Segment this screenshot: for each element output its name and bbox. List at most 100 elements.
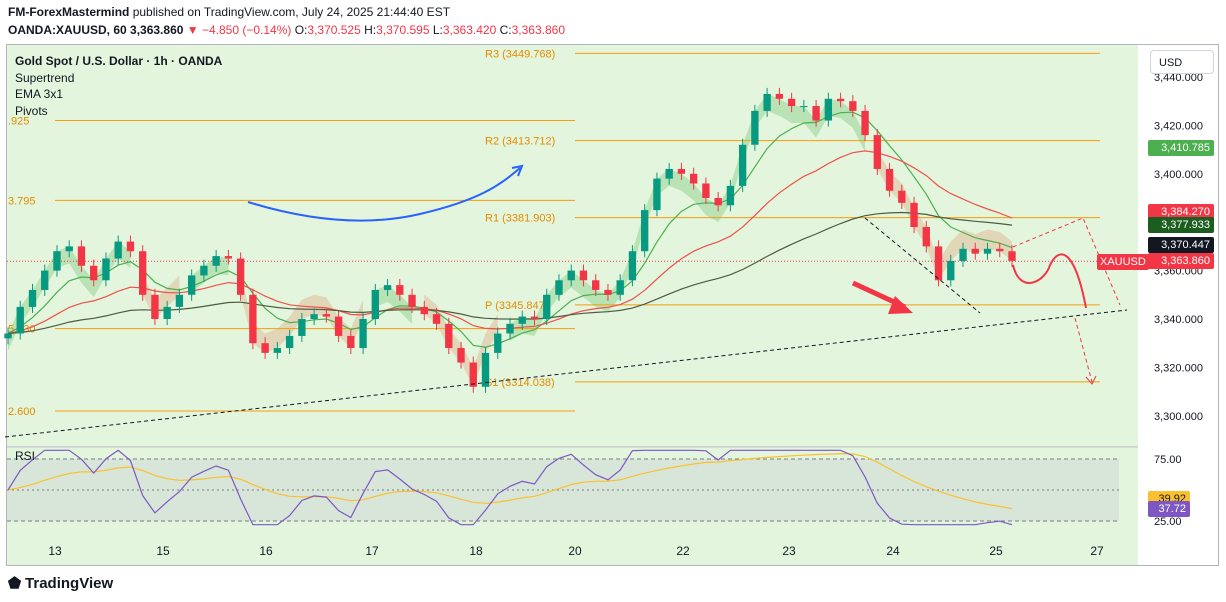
candle-body <box>543 294 551 319</box>
grid <box>7 45 1138 565</box>
candle-body <box>592 280 600 290</box>
author-name[interactable]: FM-ForexMastermind <box>8 5 130 19</box>
rsi-line <box>7 449 1013 526</box>
rsi-pane: RSI 75.00 25.00 <box>7 446 1182 528</box>
candle-body <box>751 110 759 145</box>
candle-body <box>616 280 624 295</box>
time-tick-label: 22 <box>676 544 690 558</box>
projection-curve <box>1012 253 1087 309</box>
rsi-value: 37.72 <box>1148 501 1190 518</box>
candle-body <box>506 323 514 334</box>
publish-info: published on TradingView.com, July 24, 2… <box>132 5 451 19</box>
pivot-label: R2 (3413.712) <box>485 136 555 148</box>
rsi-tick-label: 25.00 <box>1154 516 1182 528</box>
time-tick-label: 24 <box>886 544 900 558</box>
candle-body <box>922 227 930 247</box>
supertrend-down-cloud <box>877 149 1012 281</box>
candle-body <box>322 314 331 317</box>
high-value: 3,370.595 <box>376 23 430 37</box>
candle-body <box>273 348 282 353</box>
candle-body <box>432 314 441 324</box>
price-label: 3,410.785 <box>1148 139 1214 156</box>
candle-body <box>775 93 784 99</box>
candle-body <box>371 289 379 319</box>
candle-body <box>689 173 698 184</box>
price-tick-label: 3,440.000 <box>1154 72 1203 84</box>
brand-name: TradingView <box>25 575 114 592</box>
candle-body <box>787 98 796 107</box>
candle-body <box>555 280 563 295</box>
time-tick-label: 27 <box>1090 544 1104 558</box>
time-tick-label: 17 <box>365 544 379 558</box>
candle-body <box>579 270 588 281</box>
currency-button[interactable]: USD <box>1150 50 1214 74</box>
time-tick-label: 16 <box>259 544 273 558</box>
candle-body <box>714 198 722 206</box>
time-axis: 13 15 16 17 18 20 22 23 24 25 27 <box>48 544 1104 558</box>
high-label: H: <box>364 23 377 37</box>
candle-body <box>65 246 73 252</box>
low-value: 3,363.420 <box>442 23 497 37</box>
plot-background <box>7 45 1138 447</box>
annotations <box>4 164 1128 438</box>
candle-body <box>824 98 833 121</box>
candle-body <box>420 306 428 315</box>
time-tick-label: 15 <box>156 544 170 558</box>
projection-arrowhead <box>1085 375 1097 385</box>
chart-frame[interactable] <box>6 44 1219 566</box>
open-value: 3,370.525 <box>307 23 361 37</box>
legend-title[interactable]: Gold Spot / U.S. Dollar · 1h · OANDA <box>15 54 223 68</box>
close-label: C: <box>499 23 512 37</box>
price-label: 3,377.933 <box>1148 217 1214 234</box>
candle-body <box>4 333 12 339</box>
legend-pivots[interactable]: Pivots <box>15 103 48 118</box>
candle-body <box>738 144 747 186</box>
open-label: O: <box>294 23 308 37</box>
legend-ema[interactable]: EMA 3x1 <box>15 87 64 101</box>
publish-line: FM-ForexMastermind published on TradingV… <box>8 5 450 19</box>
rsi-label: RSI <box>15 449 35 463</box>
candle-body <box>163 306 171 319</box>
candle-body <box>53 251 61 271</box>
prev-pivot-label: 3.795 <box>8 195 36 207</box>
candle-body <box>996 248 1004 252</box>
candles <box>4 87 1016 393</box>
candle-body <box>518 316 526 324</box>
candle-body <box>77 246 86 266</box>
red-arrowhead <box>888 296 913 314</box>
candle-body <box>1008 251 1016 261</box>
tradingview-brand[interactable]: ⬟ TradingView <box>8 574 113 592</box>
chart-legend: Gold Spot / U.S. Dollar · 1h · OANDA Sup… <box>15 53 222 119</box>
candle-body <box>187 275 196 295</box>
candle-body <box>469 362 477 387</box>
down-channel-dashed <box>864 217 981 314</box>
candle-body <box>959 248 967 261</box>
price-tick-label: 3,420.000 <box>1154 120 1203 132</box>
pivot-label: R1 (3381.903) <box>485 213 555 225</box>
legend-supertrend[interactable]: Supertrend <box>15 70 75 85</box>
price-change: ▼ −4.850 (−0.14%) <box>186 23 292 37</box>
candle-body <box>812 106 820 121</box>
candle-body <box>298 319 306 336</box>
symbol-tag: XAUUSD <box>1097 254 1149 270</box>
candle-body <box>677 168 686 174</box>
pivot-label: P (3345.847) <box>485 300 548 312</box>
candle-body <box>359 319 367 349</box>
candle-body <box>885 168 894 191</box>
candle-body <box>457 348 465 363</box>
candle-body <box>836 98 845 102</box>
candle-body <box>396 285 404 295</box>
candle-body <box>983 248 992 254</box>
blue-curve-arrow <box>247 167 521 222</box>
candle-body <box>212 256 220 266</box>
candle-body <box>151 294 159 319</box>
last-price: 3,363.860 <box>130 23 184 37</box>
candle-body <box>383 285 392 290</box>
rsi-tick-label: 75.00 <box>1154 454 1182 466</box>
prev-pivot-label: .925 <box>8 116 29 128</box>
candle-body <box>408 294 416 307</box>
candle-body <box>702 183 710 198</box>
candle-body <box>249 294 257 344</box>
time-tick-label: 18 <box>469 544 483 558</box>
